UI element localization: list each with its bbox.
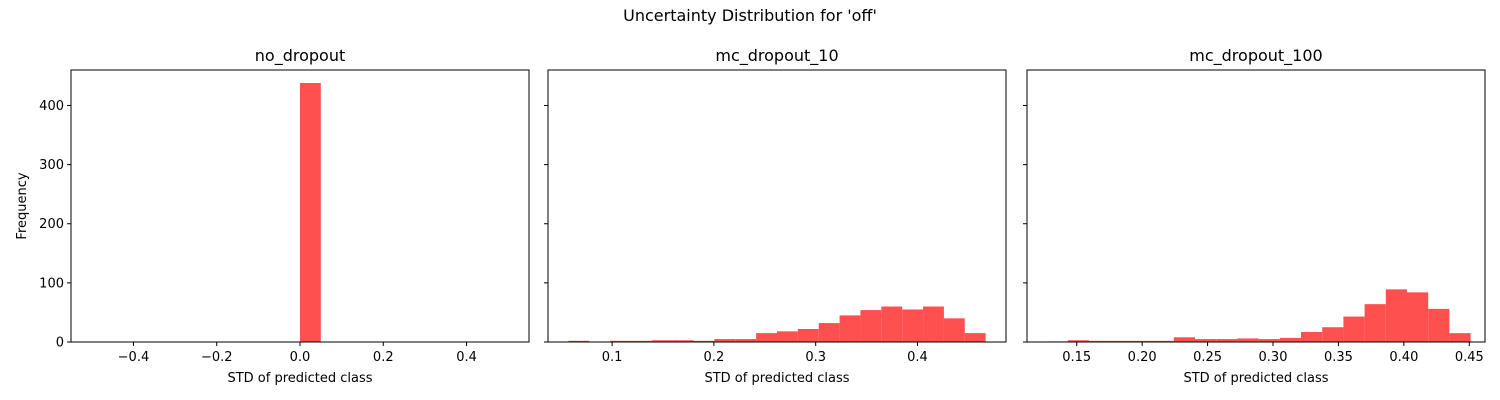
histogram-bar (672, 340, 694, 342)
histogram-bar (964, 333, 986, 342)
x-axis-label: STD of predicted class (1183, 371, 1328, 386)
panel-title: mc_dropout_10 (715, 46, 838, 66)
histogram-bar (1089, 340, 1111, 342)
histogram-bar (923, 306, 944, 342)
histogram-bar (1237, 338, 1259, 342)
axes-frame (1026, 69, 1486, 343)
x-tick-label: −0.4 (118, 350, 150, 365)
histogram-bar (1364, 304, 1386, 342)
histogram-bar (860, 310, 882, 342)
x-tick-label: 0.2 (704, 350, 725, 365)
x-tick-label: 0.2 (373, 350, 394, 365)
histogram-bar (1173, 337, 1196, 342)
y-tick-label: 100 (39, 276, 64, 291)
histogram-bar (735, 339, 757, 342)
histogram-bar (1152, 340, 1174, 342)
y-tick-label: 0 (56, 336, 64, 351)
histogram-bar (756, 333, 777, 342)
x-tick-label: 0.35 (1324, 350, 1353, 365)
histogram-bar (881, 306, 903, 342)
histogram-bar (1131, 340, 1153, 342)
panel-title: no_dropout (255, 46, 345, 66)
x-tick-label: 0.0 (290, 350, 311, 365)
figure-title: Uncertainty Distribution for 'off' (623, 6, 877, 25)
x-tick-label: −0.2 (201, 350, 233, 365)
y-tick-label: 200 (39, 217, 64, 232)
histogram-bar (943, 318, 965, 342)
histogram-bar (797, 328, 819, 342)
x-axis-label: STD of predicted class (704, 371, 849, 386)
panel-title: mc_dropout_100 (1189, 46, 1322, 66)
histogram-bar (1216, 339, 1238, 342)
histogram-bar (902, 309, 924, 342)
histogram-bar (1110, 340, 1132, 342)
x-tick-label: 0.30 (1259, 350, 1288, 365)
x-tick-label: 0.20 (1128, 350, 1157, 365)
histogram-bar (610, 340, 631, 342)
histogram-bar (568, 340, 590, 342)
y-tick-label: 300 (39, 158, 64, 173)
x-tick-label: 0.4 (456, 350, 477, 365)
histogram-bar (1407, 292, 1429, 342)
histogram-bar (818, 323, 840, 342)
histogram-bar (630, 340, 652, 342)
histogram-bar (1258, 339, 1280, 342)
x-tick-label: 0.40 (1389, 350, 1418, 365)
histogram-bar (1322, 327, 1344, 342)
x-tick-label: 0.4 (907, 350, 928, 365)
histogram-bar (1301, 331, 1323, 342)
y-tick-label: 400 (39, 99, 64, 114)
x-axis-label: STD of predicted class (227, 371, 372, 386)
histogram-bar (1449, 333, 1471, 342)
histogram-bar (1343, 316, 1365, 342)
histogram-bar (714, 339, 736, 342)
y-axis-label: Frequency (15, 172, 30, 239)
histogram-bar (300, 83, 321, 342)
histogram-bar (839, 315, 861, 342)
x-tick-label: 0.25 (1193, 350, 1222, 365)
axes-frame (547, 69, 1007, 343)
histogram-bar (693, 340, 715, 342)
histogram-bar (1279, 337, 1302, 342)
histogram-bar (1428, 308, 1450, 342)
x-tick-label: 0.3 (805, 350, 826, 365)
x-tick-label: 0.15 (1062, 350, 1091, 365)
histogram-bar (1195, 339, 1217, 342)
histogram-bar (1385, 289, 1408, 342)
histogram-bar (651, 340, 673, 342)
x-tick-label: 0.45 (1455, 350, 1484, 365)
histogram-bar (777, 331, 798, 342)
histogram-bar (1067, 340, 1090, 342)
x-tick-label: 0.1 (602, 350, 623, 365)
